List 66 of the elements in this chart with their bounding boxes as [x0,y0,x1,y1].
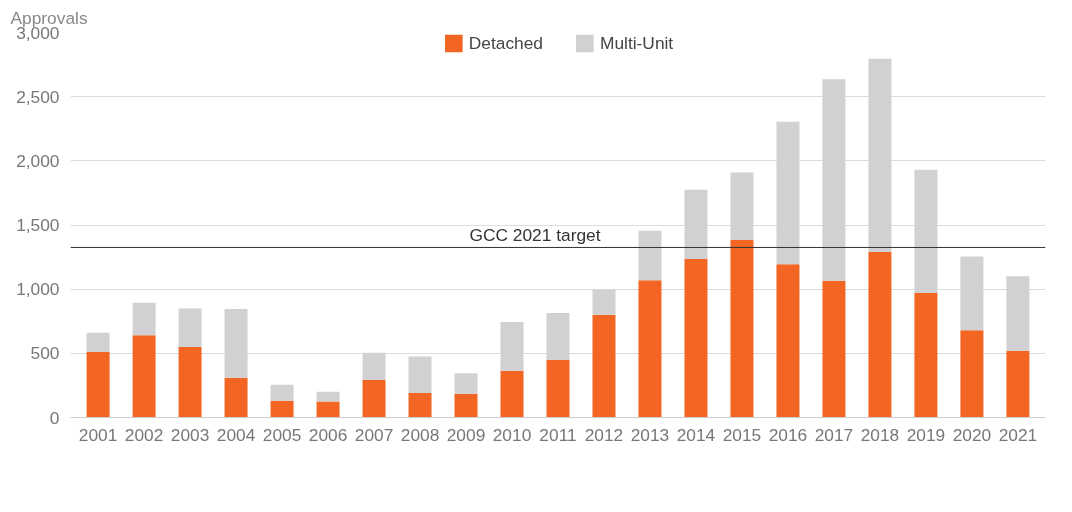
bar [454,373,478,394]
bar [178,346,202,418]
x-tick-label: 2003 [170,424,210,445]
y-tick-label: 500 [30,343,60,364]
bar [408,356,432,394]
x-tick-label: 2009 [446,424,486,445]
legend-label: Multi-Unit [600,32,674,54]
y-tick-label: 0 [49,407,60,428]
bar [500,370,524,418]
bar [914,169,938,294]
bar [270,384,294,401]
y-tick-label: 2,500 [16,86,60,107]
x-tick-label: 2019 [906,424,946,445]
x-tick-label: 2005 [262,424,302,445]
x-tick-label: 2020 [952,424,992,445]
bar [316,401,340,418]
y-tick-label: 1,500 [16,215,60,235]
x-tick-label: 2008 [400,424,440,445]
bar [132,302,156,336]
x-tick-label: 2018 [860,424,900,445]
bar [592,289,616,315]
bar [684,259,708,418]
bar [454,393,478,418]
x-tick-label: 2021 [998,424,1038,445]
bar [132,335,156,418]
y-tick-label: 2,000 [16,150,60,171]
x-tick-label: 2004 [216,424,256,445]
x-tick-label: 2014 [676,424,716,445]
bar [822,280,846,418]
x-tick-label: 2001 [78,424,118,445]
x-tick-label: 2015 [722,424,762,445]
bar [316,391,340,402]
bar [408,393,432,418]
x-tick-label: 2016 [768,424,808,445]
bar [86,332,110,353]
ref-line-label: GCC 2021 target [469,225,601,246]
bar [224,377,248,418]
x-tick-label: 2017 [814,424,854,445]
bar [776,264,800,418]
bar [638,230,662,281]
legend-label: Detached [468,32,544,54]
x-tick-label: 2007 [354,424,394,445]
bar [178,308,202,347]
bar [914,293,938,418]
y-tick-label: 1,000 [16,279,60,300]
bar [1006,350,1030,418]
bar [86,352,110,418]
bar [960,256,984,331]
bar [592,314,616,418]
bar [684,189,708,260]
x-tick-label: 2006 [308,424,348,445]
x-tick-label: 2010 [492,424,532,445]
bar [1006,276,1030,351]
bar [270,400,294,418]
x-tick-label: 2011 [539,424,577,445]
x-tick-label: 2012 [584,424,624,445]
bar [868,251,892,418]
bar [776,121,800,265]
bar [546,359,570,418]
bar [730,239,754,418]
x-tick-label: 2002 [124,424,164,445]
x-tick-label: 2013 [630,424,670,445]
bar [362,379,386,418]
bar [960,330,984,418]
bar [730,172,754,240]
bar [638,280,662,418]
